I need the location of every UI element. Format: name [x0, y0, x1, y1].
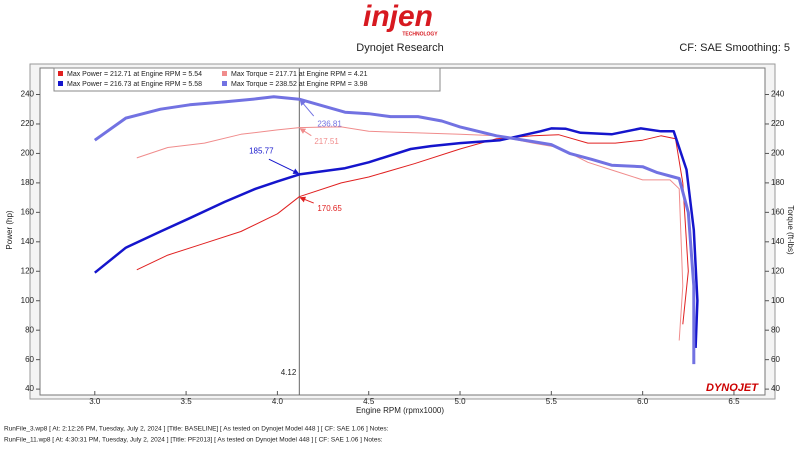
y2-tick-label: 180	[771, 178, 785, 187]
legend-swatch	[58, 71, 63, 76]
y-tick-label: 100	[21, 296, 35, 305]
readout-arrow	[299, 196, 314, 204]
y-tick-label: 180	[21, 178, 35, 187]
y2-tick-label: 40	[771, 384, 780, 393]
readout-label: 170.65	[317, 204, 342, 213]
y-tick-label: 200	[21, 149, 35, 158]
y2-tick-label: 160	[771, 207, 785, 216]
y-tick-label: 220	[21, 119, 35, 128]
y-tick-label: 140	[21, 237, 35, 246]
x-tick-label: 3.0	[89, 397, 101, 406]
readout-arrow	[299, 99, 315, 117]
series-line	[93, 95, 696, 365]
footnote: RunFile_11.wp8 [ At: 4:30:31 PM, Tuesday…	[4, 437, 383, 444]
y-tick-label: 80	[25, 325, 34, 334]
legend-label: Max Power = 216.73 at Engine RPM = 5.58	[67, 81, 202, 88]
y-axis-label: Power (hp)	[5, 210, 14, 249]
y2-tick-label: 120	[771, 266, 785, 275]
logo: injen	[363, 0, 433, 33]
x-tick-label: 5.5	[546, 397, 558, 406]
legend-label: Max Torque = 217.71 at Engine RPM = 4.21	[231, 71, 368, 78]
logo-tagline: TECHNOLOGY	[402, 31, 438, 37]
y2-tick-label: 100	[771, 296, 785, 305]
y2-tick-label: 80	[771, 325, 780, 334]
y2-tick-label: 220	[771, 119, 785, 128]
legend-swatch	[222, 81, 227, 86]
chart-subtitle: CF: SAE Smoothing: 5	[679, 42, 790, 54]
legend-swatch	[222, 71, 227, 76]
x-tick-label: 4.5	[363, 397, 375, 406]
legend-swatch	[58, 81, 63, 86]
x-tick-label: 4.0	[272, 397, 284, 406]
series-line	[136, 134, 689, 325]
series-line	[136, 126, 684, 341]
y-tick-label: 40	[25, 384, 34, 393]
y-tick-label: 120	[21, 266, 35, 275]
y2-tick-label: 200	[771, 149, 785, 158]
y-tick-label: 240	[21, 90, 35, 99]
y2-axis-label: Torque (ft-lbs)	[786, 205, 795, 255]
footnote: RunFile_3.wp8 [ At: 2:12:26 PM, Tuesday,…	[4, 426, 389, 433]
y-tick-label: 160	[21, 207, 35, 216]
x-axis-label: Engine RPM (rpmx1000)	[356, 406, 444, 415]
y-tick-label: 60	[25, 355, 34, 364]
watermark: DYNOJET	[706, 382, 759, 394]
legend-label: Max Torque = 238.52 at Engine RPM = 3.98	[231, 81, 368, 88]
chart-title: Dynojet Research	[356, 42, 443, 54]
series-line	[94, 127, 699, 348]
y2-tick-label: 140	[771, 237, 785, 246]
readout-label: 236.81	[317, 119, 342, 128]
y2-tick-label: 60	[771, 355, 780, 364]
readout-arrow	[299, 128, 312, 137]
x-tick-label: 6.0	[637, 397, 649, 406]
x-tick-label: 6.5	[728, 397, 740, 406]
readout-arrow	[268, 158, 300, 174]
legend-box	[53, 67, 441, 92]
x-tick-label: 3.5	[181, 397, 193, 406]
y2-tick-label: 240	[771, 90, 785, 99]
readout-label: 217.51	[314, 137, 339, 146]
cursor-label: 4.12	[281, 368, 297, 377]
legend-label: Max Power = 212.71 at Engine RPM = 5.54	[67, 71, 202, 78]
x-tick-label: 5.0	[454, 397, 466, 406]
readout-label: 185.77	[249, 147, 274, 156]
